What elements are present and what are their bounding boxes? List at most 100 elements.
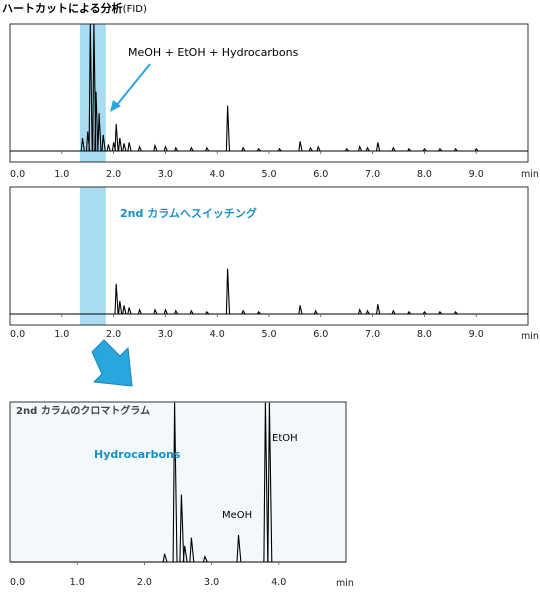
chart-peak <box>407 147 412 152</box>
chart-peak <box>357 308 363 315</box>
figure-title: ハートカットによる分析(FID) <box>2 1 147 15</box>
chart-peak <box>163 308 168 315</box>
chart-peak <box>308 146 313 152</box>
inset-panel-label: 2nd カラムのクロマトグラム <box>16 404 150 417</box>
chart-peak <box>357 145 363 152</box>
x-tick-label: 4.0 <box>210 329 225 340</box>
chart-peak <box>236 534 242 563</box>
label-etoh: EtOH <box>272 433 298 444</box>
chart-peak <box>94 91 99 152</box>
chart-peak <box>438 310 443 315</box>
chart-peak <box>225 268 231 315</box>
x-tick-label: 0.0 <box>10 169 25 180</box>
chart-peak <box>189 309 194 315</box>
x-tick-label: 4.0 <box>210 169 225 180</box>
chart-peak <box>189 146 194 152</box>
chart-peak <box>313 309 318 315</box>
plot-frame-inset <box>9 401 347 563</box>
x-tick-label: 2.0 <box>106 169 121 180</box>
chart-peak <box>101 134 106 152</box>
chart-second-column-switch: 0.0 1.0 2.0 3.0 4.0 5.0 6.0 7.0 8.0 9.0 2nd カラムへス… <box>9 186 539 342</box>
chart-peak <box>453 147 458 152</box>
chart-second-column-chromatogram: 2nd カラムのクロマトグラム 0.0 1.0 2.0 3.0 4.0 Hydrocar… <box>9 401 354 589</box>
chart-peak <box>407 310 412 315</box>
x-tick-label: 2.0 <box>137 577 152 588</box>
chart-peak <box>438 147 443 152</box>
x-tick-label: 3.0 <box>158 169 173 180</box>
chart-peak <box>298 305 303 315</box>
chart-peak <box>114 283 119 315</box>
chart-peak <box>182 545 188 563</box>
x-tick-label: 0.0 <box>10 329 25 340</box>
chart-peak <box>376 142 381 152</box>
chart-peak <box>256 310 262 315</box>
x-tick-label: 8.0 <box>417 329 432 340</box>
x-tick-label: 9.0 <box>469 169 484 180</box>
chart-peak <box>422 310 427 315</box>
chart-peak <box>137 145 142 152</box>
chart-peak <box>225 105 231 152</box>
x-tick-label: 3.0 <box>204 577 219 588</box>
chart-peak <box>205 310 210 315</box>
chart-peak <box>179 494 185 563</box>
label-meoh: MeOH <box>222 510 252 521</box>
x-tick-label: 7.0 <box>365 169 380 180</box>
figure-title-main: ハートカットによる分析 <box>2 1 123 15</box>
chart-peak <box>365 309 370 315</box>
annotation-switching: 2nd カラムへスイッチング <box>120 206 257 220</box>
chart-peak <box>241 309 246 315</box>
chart-peak <box>174 146 179 152</box>
chart-peak <box>127 142 132 152</box>
chart-peak <box>118 300 123 315</box>
chart-peak <box>376 304 381 315</box>
chart-peak <box>162 553 168 563</box>
chart-peak <box>391 146 396 152</box>
x-tick-label: 1.0 <box>54 169 69 180</box>
chart-peak <box>127 307 132 315</box>
x-tick-label: 3.0 <box>158 329 173 340</box>
chart-peak <box>153 143 158 152</box>
chart-peak <box>80 137 85 152</box>
chart-first-column: 0.0 1.0 2.0 3.0 4.0 5.0 6.0 7.0 8.0 9.0 MeOH + Et… <box>9 23 539 180</box>
x-tick-label: 8.0 <box>417 169 432 180</box>
chart-peak <box>122 143 127 152</box>
chart-peak <box>316 145 321 152</box>
x-tick-label: 2.0 <box>106 329 121 340</box>
highlight-band-second <box>79 187 106 325</box>
chart-peak <box>172 402 178 563</box>
x-tick-label: 4.0 <box>271 577 286 588</box>
x-tick-label: 6.0 <box>313 329 328 340</box>
x-tick-label: 9.0 <box>469 329 484 340</box>
chart-peak <box>163 145 168 152</box>
chart-peak <box>298 141 303 152</box>
chart-peak <box>391 309 396 315</box>
label-hydrocarbons: Hydrocarbons <box>94 448 181 461</box>
chart-peak <box>189 537 195 563</box>
x-tick-label: 0.0 <box>10 577 25 588</box>
chart-peak <box>263 402 269 563</box>
x-tick-label: 7.0 <box>365 329 380 340</box>
chart-peak <box>256 147 262 152</box>
x-tick-label: 1.0 <box>70 577 85 588</box>
plot-frame-second <box>9 186 529 326</box>
chart-peak <box>241 146 246 152</box>
chart-peak <box>277 147 282 152</box>
chart-peak <box>153 308 158 315</box>
chart-peak <box>122 305 127 315</box>
x-tick-label: 6.0 <box>313 169 328 180</box>
chart-peak <box>97 113 102 152</box>
x-unit-label-inset: min <box>336 578 354 589</box>
chart-peak <box>453 310 458 315</box>
transition-arrow-icon <box>91 339 133 387</box>
chart-peak <box>365 146 370 152</box>
chart-peak <box>114 123 119 152</box>
chart-peak <box>88 23 93 152</box>
chart-peak <box>422 147 427 152</box>
chart-peak <box>205 146 210 152</box>
x-tick-label: 5.0 <box>261 329 276 340</box>
x-unit-label-first: min <box>521 169 539 180</box>
x-tick-label: 1.0 <box>54 329 69 340</box>
chart-peak <box>174 309 179 315</box>
x-tick-label: 5.0 <box>261 169 276 180</box>
